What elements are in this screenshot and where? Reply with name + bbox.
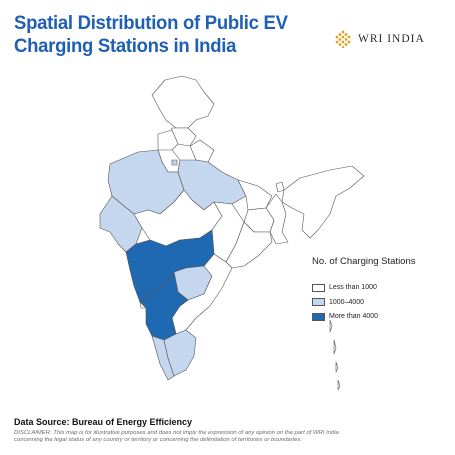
data-source: Data Source: Bureau of Energy Efficiency [14, 417, 193, 427]
logo-text: WRI INDIA [358, 33, 425, 45]
legend-swatch-high [312, 312, 325, 321]
region-jammu-kashmir [151, 75, 215, 129]
title-line-1: Spatial Distribution of Public EV [14, 12, 288, 34]
page-title: Spatial Distribution of Public EV Chargi… [14, 12, 299, 58]
wri-logo-icon [335, 30, 351, 48]
region-delhi [171, 159, 178, 166]
legend-label-high: More than 4000 [329, 313, 379, 320]
map-legend: No. of Charging Stations Less than 1000 … [312, 256, 452, 326]
wri-india-logo: WRI INDIA [334, 28, 425, 50]
title-line-2: Charging Stations in India [14, 35, 237, 57]
legend-item-medium: 1000–4000 [312, 297, 452, 308]
legend-swatch-medium [312, 298, 325, 306]
region-uttarakhand [189, 139, 215, 163]
legend-swatch-low [312, 283, 325, 292]
region-sikkim [275, 181, 285, 193]
region-karnataka [139, 271, 189, 341]
disclaimer: DISCLAIMER: This map is for illustrative… [14, 430, 444, 444]
region-andaman-nicobar [329, 319, 341, 391]
legend-label-low: Less than 1000 [329, 284, 377, 291]
legend-item-high: More than 4000 [312, 311, 452, 322]
legend-label-medium: 1000–4000 [329, 298, 365, 306]
region-north-east [281, 165, 365, 239]
region-punjab [157, 129, 179, 153]
disclaimer-line-1: DISCLAIMER: This map is for illustrative… [14, 430, 339, 436]
india-map [99, 75, 365, 391]
disclaimer-line-2: concerning the legal status of any count… [14, 437, 302, 443]
legend-title: No. of Charging Stations [312, 256, 416, 267]
legend-item-low: Less than 1000 [312, 282, 452, 293]
region-tamil-nadu [163, 329, 197, 377]
